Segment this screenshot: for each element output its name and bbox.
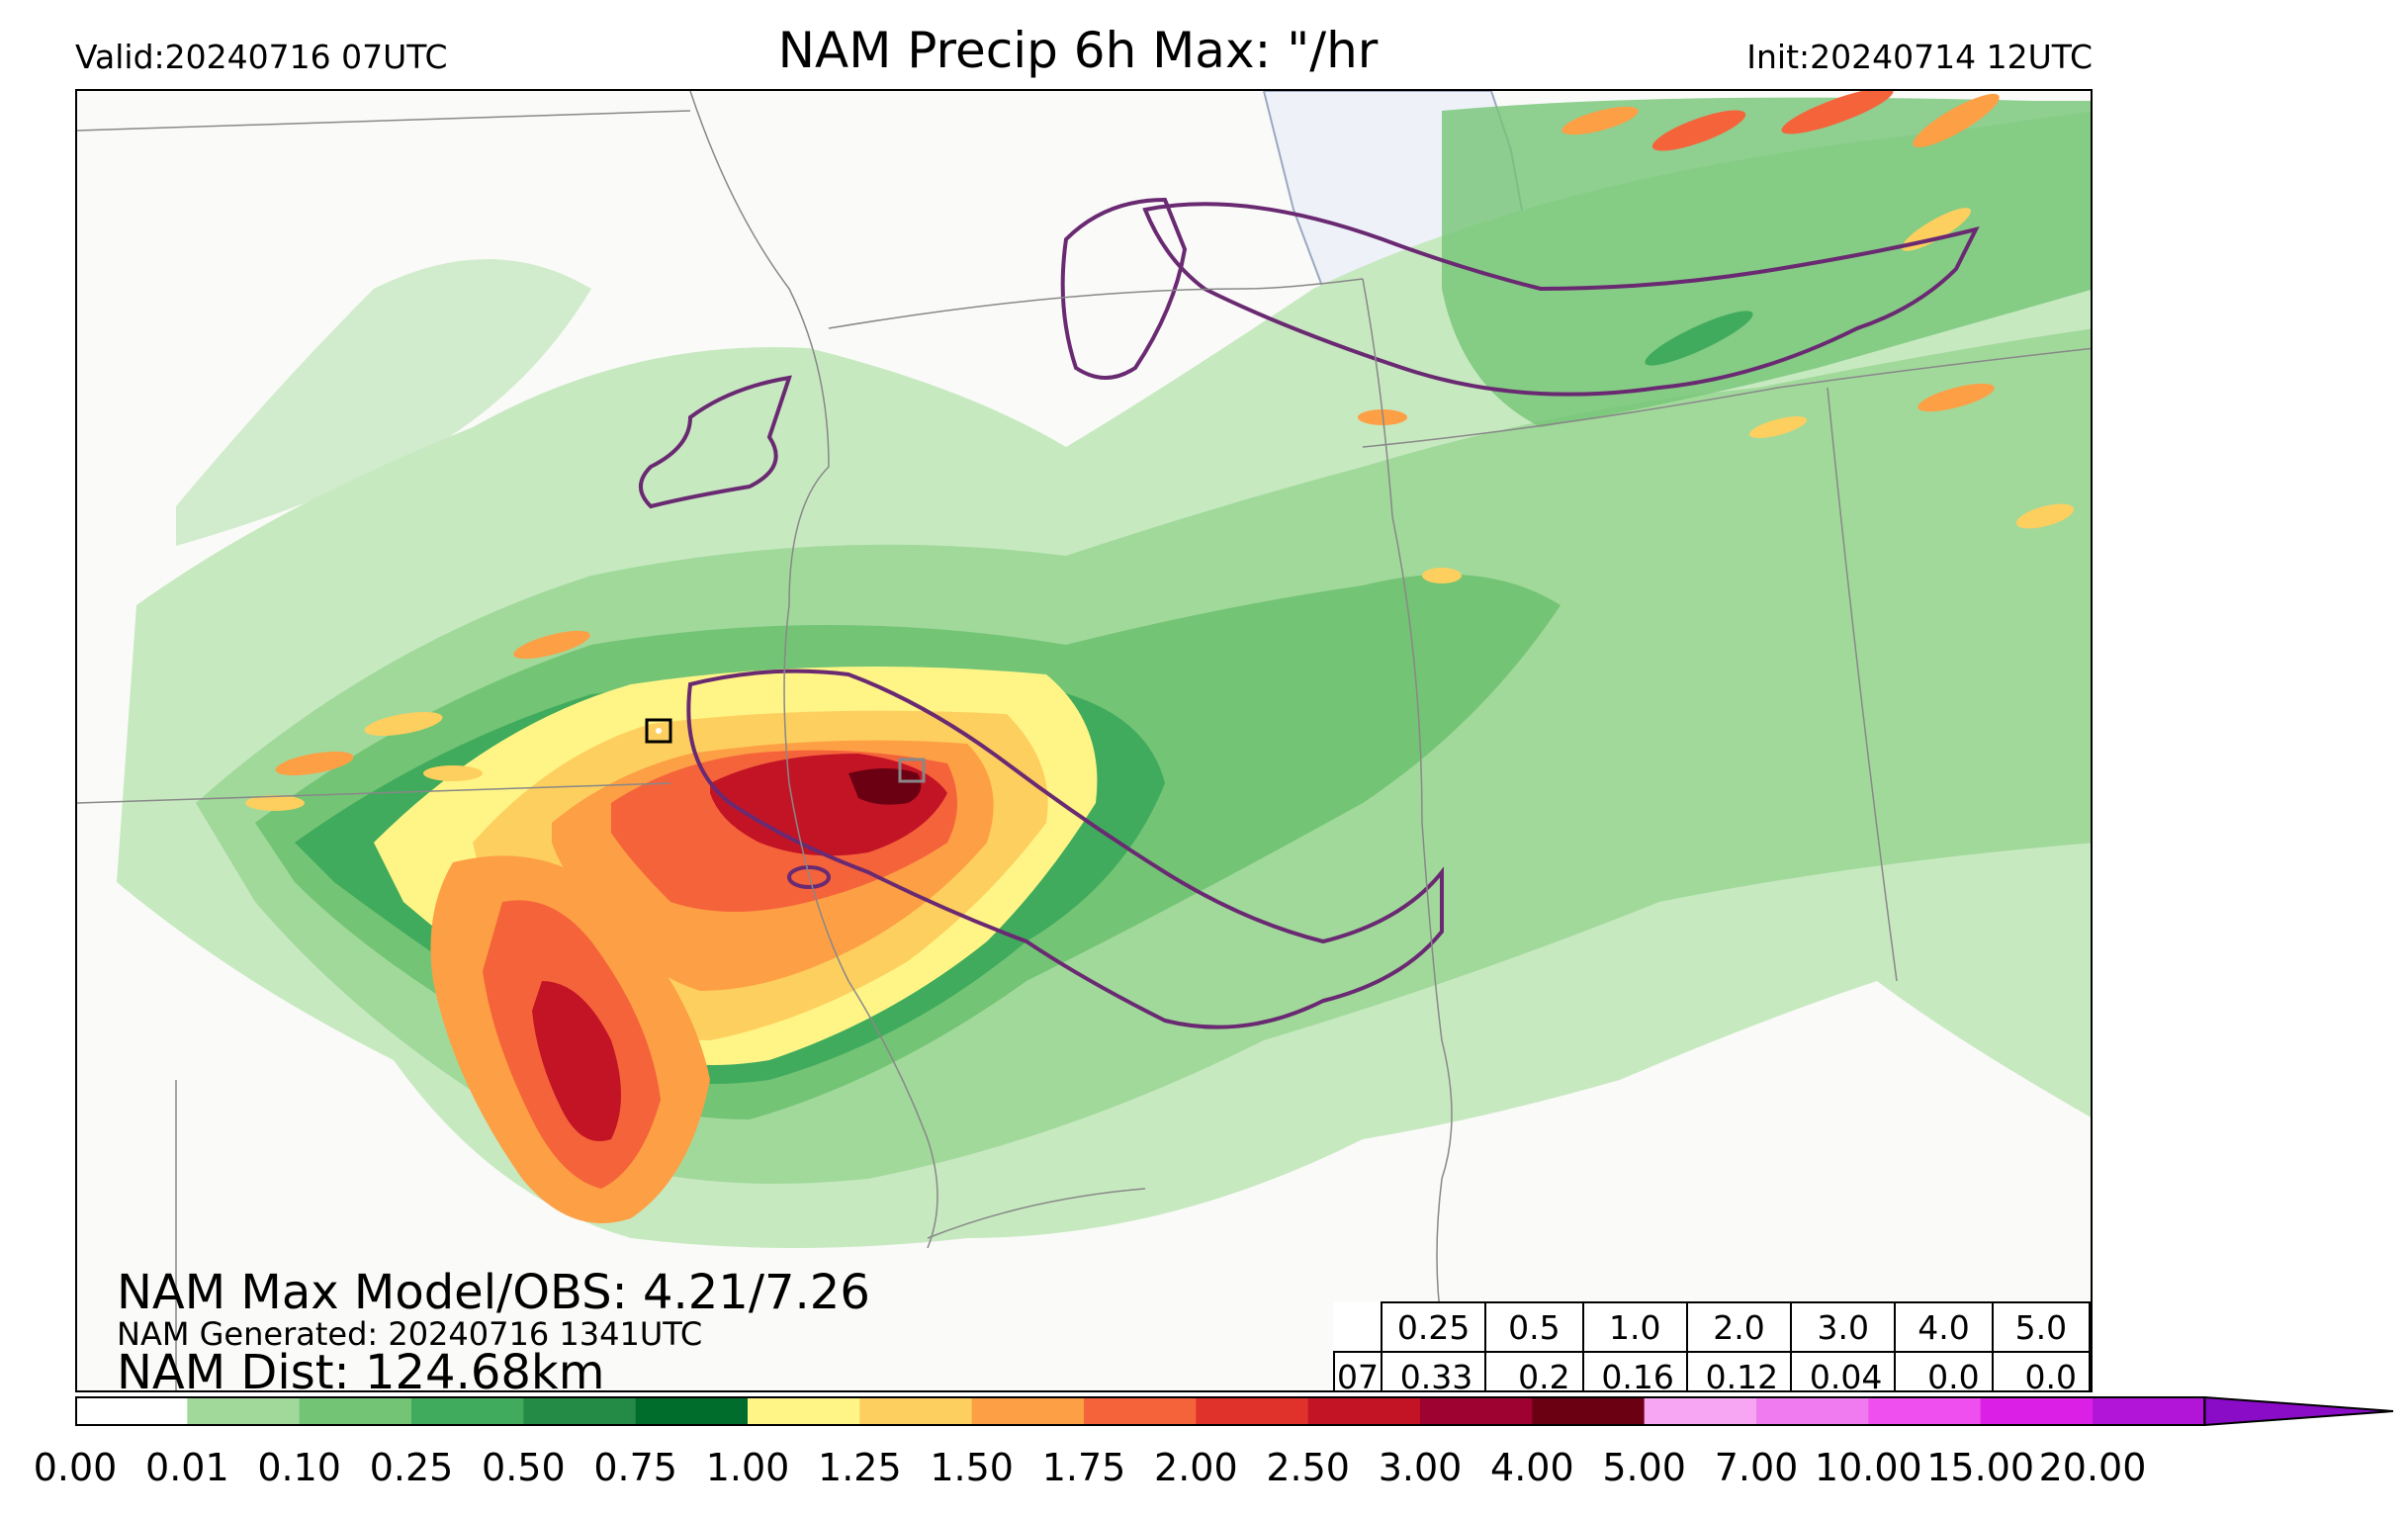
model-max-dot: [656, 728, 662, 734]
colorbar-segment: [1868, 1397, 1982, 1425]
colorbar-segment: [2093, 1397, 2205, 1425]
colorbar-segment: [635, 1397, 749, 1425]
precip-ne-streaks: [1358, 91, 2091, 583]
colorbar-segment: [748, 1397, 860, 1425]
value-cell: 0.04: [1790, 1351, 1897, 1390]
stats-corner: [1334, 1302, 1382, 1352]
colorbar-tick-label: 5.00: [1602, 1446, 1686, 1489]
precip-field-northwest: [176, 259, 591, 546]
colorbar-tick-label: 2.00: [1154, 1446, 1238, 1489]
colorbar-tick-label: 0.00: [33, 1446, 118, 1489]
colorbar-tick-label: 7.00: [1714, 1446, 1799, 1489]
chart-title: NAM Precip 6h Max: "/hr: [777, 22, 1379, 79]
init-time-label: Init:20240714 12UTC: [1746, 38, 2093, 76]
value-cell: 0.12: [1685, 1351, 1793, 1390]
colorbar-segment: [1644, 1397, 1757, 1425]
colorbar-segment: [1980, 1397, 2094, 1425]
colorbar-tick-label: 3.00: [1378, 1446, 1463, 1489]
colorbar-segment: [1084, 1397, 1197, 1425]
colorbar-tick-label: 15.00: [1926, 1446, 2035, 1489]
threshold-cell: 5.0: [1991, 1301, 2091, 1353]
colorbar-segment: [1307, 1397, 1421, 1425]
colorbar-tick-label: 0.01: [145, 1446, 229, 1489]
precip-core-dark: [848, 768, 922, 805]
hour-cell: 07: [1332, 1351, 1383, 1390]
threshold-cell: 4.0: [1894, 1301, 1994, 1353]
colorbar-segment: [1756, 1397, 1869, 1425]
value-cell: 0.16: [1581, 1351, 1688, 1390]
colorbar-segment: [523, 1397, 637, 1425]
value-cell: 0.0: [1894, 1351, 1994, 1390]
precip-south-deep: [532, 981, 621, 1141]
precip-map: NAM Max Model/OBS: 4.21/7.26 NAM Generat…: [75, 89, 2093, 1392]
colorbar-segment: [411, 1397, 524, 1425]
colorbar-tick-label: 1.75: [1041, 1446, 1126, 1489]
colorbar-segment: [971, 1397, 1085, 1425]
value-cell: 0.0: [1991, 1351, 2091, 1390]
threshold-cell: 0.5: [1484, 1301, 1584, 1353]
colorbar-tick-label: 0.75: [593, 1446, 677, 1489]
colorbar-segment: [1420, 1397, 1533, 1425]
colorbar-extend-arrow: [2203, 1396, 2394, 1426]
colorbar-outline: [75, 1396, 2206, 1426]
colorbar-tick-label: 1.25: [818, 1446, 902, 1489]
threshold-cell: 2.0: [1685, 1301, 1793, 1353]
colorbar-tick-label: 0.50: [482, 1446, 566, 1489]
threshold-cell: 0.25: [1381, 1301, 1487, 1353]
colorbar-segment: [1532, 1397, 1646, 1425]
colorbar-tick-label: 0.25: [369, 1446, 454, 1489]
obs-contours: [639, 197, 1980, 1029]
stats-table: 0.25 0.5 1.0 2.0 3.0 4.0 5.0 07 0.33 0.2…: [1332, 1301, 2091, 1390]
precip-nw-streaks: [245, 630, 590, 811]
generated-label: NAM Generated: 20240716 1341UTC: [117, 1315, 703, 1353]
value-cell: 0.2: [1484, 1351, 1584, 1390]
colorbar-tick-label: 2.50: [1266, 1446, 1350, 1489]
colorbar: [75, 1396, 2394, 1426]
colorbar-tick-label: 4.00: [1490, 1446, 1574, 1489]
valid-time-label: Valid:20240716 07UTC: [75, 38, 448, 76]
colorbar-tick-label: 20.00: [2038, 1446, 2147, 1489]
stats-threshold-row: 0.25 0.5 1.0 2.0 3.0 4.0 5.0: [1334, 1301, 2091, 1353]
colorbar-tick-label: 0.10: [257, 1446, 341, 1489]
value-cell: 0.33: [1381, 1351, 1487, 1390]
model-max-marker: [645, 718, 672, 744]
map-canvas: [77, 91, 2091, 1390]
colorbar-segment: [75, 1397, 188, 1425]
stats-value-row: 07 0.33 0.2 0.16 0.12 0.04 0.0 0.0: [1332, 1351, 2091, 1390]
threshold-cell: 1.0: [1581, 1301, 1688, 1353]
colorbar-ticks: 0.00 0.01 0.10 0.25 0.50 0.75 1.00 1.25 1.50 1.75…: [0, 1446, 2408, 1495]
state-boundaries: [77, 91, 2091, 1390]
colorbar-tick-label: 1.50: [930, 1446, 1014, 1489]
obs-max-marker: [898, 758, 926, 783]
max-model-obs-label: NAM Max Model/OBS: 4.21/7.26: [117, 1265, 870, 1320]
colorbar-segment: [187, 1397, 301, 1425]
colorbar-tick-label: 1.00: [705, 1446, 790, 1489]
distance-label: NAM Dist: 124.68km: [117, 1345, 605, 1392]
colorbar-segment: [1196, 1397, 1309, 1425]
colorbar-tick-label: 10.00: [1814, 1446, 1922, 1489]
colorbar-segment: [859, 1397, 973, 1425]
colorbar-segment: [299, 1397, 412, 1425]
threshold-cell: 3.0: [1790, 1301, 1897, 1353]
